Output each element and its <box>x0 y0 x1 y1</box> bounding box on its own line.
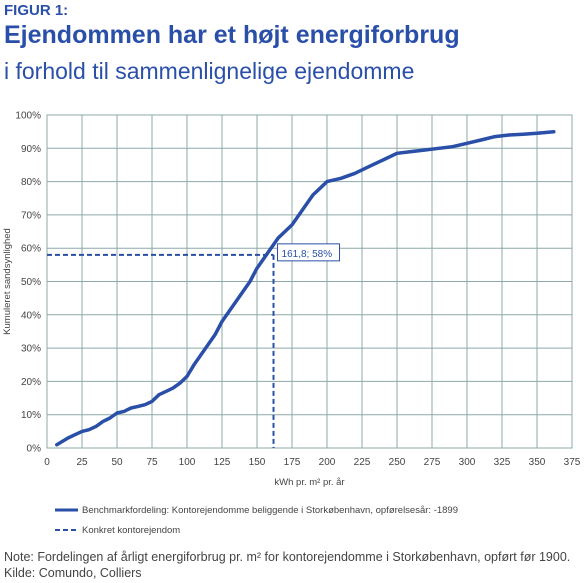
y-tick-label: 40% <box>21 310 41 321</box>
plot-frame <box>46 114 573 449</box>
x-axis-title: kWh pr. m² pr. år <box>274 477 344 488</box>
x-tick-label: 175 <box>284 457 301 468</box>
reference-lines <box>47 253 275 448</box>
y-tick-label: 80% <box>21 177 41 188</box>
x-tick-label: 325 <box>494 457 511 468</box>
x-tick-label: 200 <box>319 457 336 468</box>
x-tick-label: 250 <box>389 457 406 468</box>
x-tick-label: 125 <box>214 457 231 468</box>
benchmark-line <box>55 129 556 447</box>
legend-label-concrete: Konkret kontorejendom <box>82 525 180 536</box>
y-axis-title: Kumuleret sandsynlighed <box>2 228 13 335</box>
x-tick-label: 275 <box>424 457 441 468</box>
y-tick-label: 0% <box>27 444 42 455</box>
y-tick-label: 60% <box>21 244 41 255</box>
y-tick-label: 10% <box>21 410 41 421</box>
y-tick-label: 20% <box>21 377 41 388</box>
chart-subtitle: i forhold til sammenlignelige ejendomme <box>4 58 415 84</box>
legend-label-benchmark: Benchmarkfordeling: Kontorejendomme beli… <box>82 505 458 516</box>
x-tick-label: 300 <box>459 457 476 468</box>
x-tick-label: 100 <box>179 457 196 468</box>
x-tick-label: 25 <box>76 457 88 468</box>
annotation-box <box>277 243 341 262</box>
series-layer <box>55 129 556 447</box>
y-tick-label: 50% <box>21 277 41 288</box>
x-tick-label: 50 <box>111 457 123 468</box>
x-tick-label: 225 <box>354 457 371 468</box>
y-tick-label: 100% <box>15 111 41 122</box>
grid <box>46 114 573 449</box>
x-tick-label: 150 <box>249 457 266 468</box>
footnote: Note: Fordelingen af årligt energiforbru… <box>4 550 571 580</box>
annotation-label: 161,8; 58% <box>282 249 333 260</box>
x-tick-label: 375 <box>564 457 581 468</box>
y-tick-label: 30% <box>21 344 41 355</box>
tick-labels: 0 25 50 75 100 125 150 175 200 225 250 275 300 325 350… <box>15 111 580 469</box>
x-tick-label: 350 <box>529 457 546 468</box>
x-tick-label: 75 <box>146 457 158 468</box>
figure-label: FIGUR 1: <box>4 2 69 19</box>
chart-title: Ejendommen har et højt energiforbrug <box>4 21 460 49</box>
legend: Benchmarkfordeling: Kontorejendomme beli… <box>55 505 458 536</box>
annotation: 161,8; 58% <box>277 243 341 262</box>
y-tick-label: 90% <box>21 144 41 155</box>
y-tick-label: 70% <box>21 210 41 221</box>
x-tick-label: 0 <box>44 457 50 468</box>
